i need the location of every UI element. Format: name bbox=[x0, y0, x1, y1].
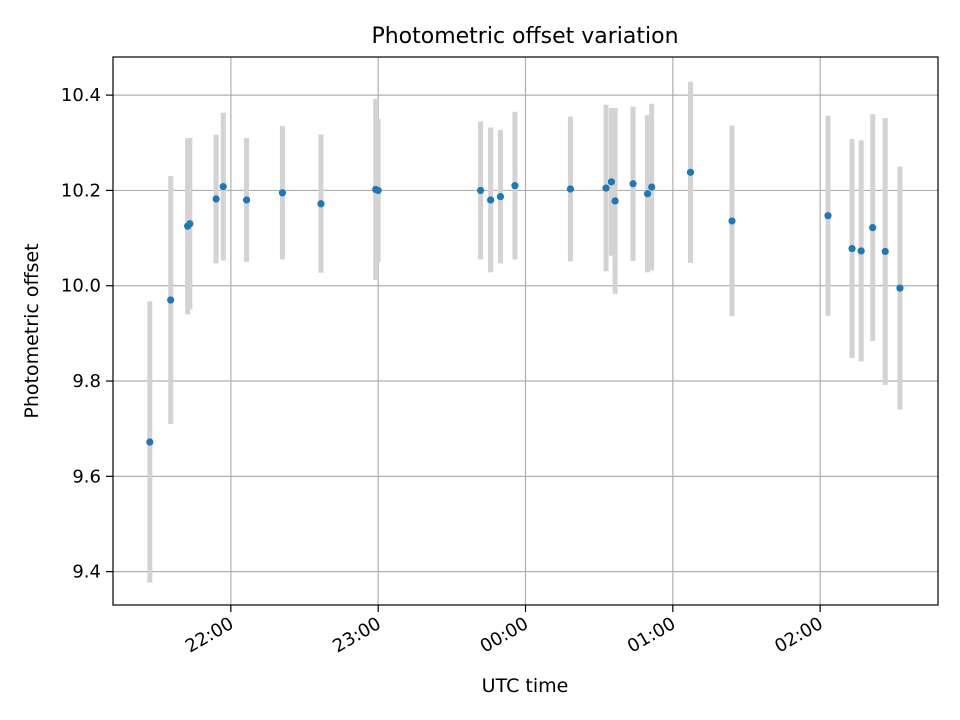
chart-title: Photometric offset variation bbox=[371, 24, 678, 49]
y-tick-label: 10.2 bbox=[61, 180, 101, 201]
data-point bbox=[629, 180, 637, 188]
data-point bbox=[146, 438, 154, 446]
data-point bbox=[824, 212, 832, 220]
data-point bbox=[212, 195, 220, 203]
data-point bbox=[857, 247, 865, 255]
data-point bbox=[611, 197, 619, 205]
data-point bbox=[728, 217, 736, 225]
data-point bbox=[648, 183, 656, 191]
data-point bbox=[167, 296, 175, 304]
y-tick-label: 9.6 bbox=[72, 466, 101, 487]
y-tick-label: 9.4 bbox=[72, 562, 101, 583]
data-point bbox=[848, 244, 856, 253]
data-point bbox=[686, 168, 695, 176]
data-point bbox=[869, 223, 877, 232]
x-axis-label: UTC time bbox=[482, 675, 569, 697]
data-points bbox=[146, 168, 904, 446]
data-point bbox=[278, 189, 287, 197]
data-point bbox=[487, 196, 495, 204]
y-tick-label: 10.4 bbox=[61, 85, 101, 106]
data-point bbox=[374, 186, 382, 195]
data-point bbox=[186, 220, 194, 228]
data-point bbox=[602, 184, 610, 192]
data-point bbox=[317, 200, 325, 208]
y-tick-label: 10.0 bbox=[61, 276, 101, 297]
data-point bbox=[896, 284, 904, 292]
data-point bbox=[476, 186, 485, 195]
data-point bbox=[219, 183, 227, 191]
data-point bbox=[496, 193, 505, 201]
data-point bbox=[607, 178, 616, 186]
y-axis-label: Photometric offset bbox=[21, 243, 43, 418]
data-point bbox=[881, 247, 889, 256]
data-point bbox=[242, 196, 251, 204]
y-axis-ticks: 9.4 9.6 9.8 10.0 10.2 10.4 bbox=[61, 85, 113, 583]
y-tick-label: 9.8 bbox=[72, 371, 101, 392]
data-point bbox=[566, 185, 575, 193]
data-point bbox=[643, 190, 652, 198]
data-point bbox=[511, 182, 519, 190]
